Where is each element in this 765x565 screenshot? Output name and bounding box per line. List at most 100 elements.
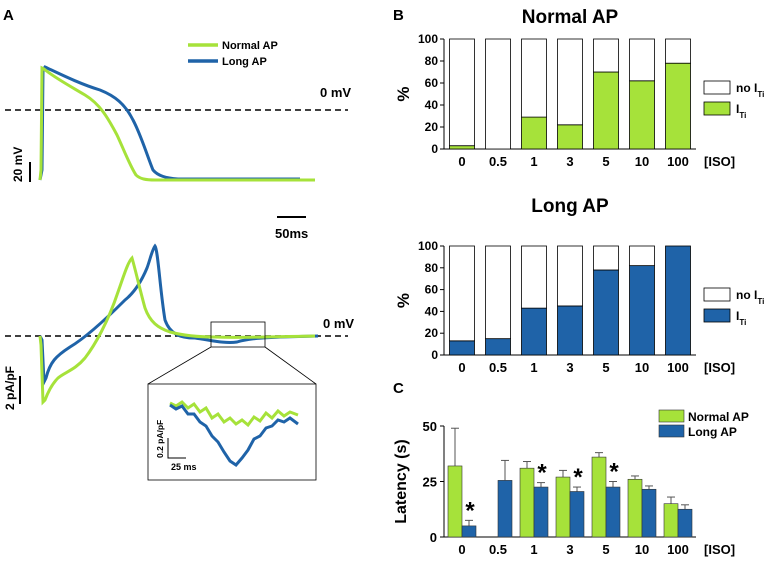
bar-no-iti [557,245,583,307]
zoom-connector-left [147,346,212,385]
significance-mark: * [573,464,583,491]
x-tick-label: 100 [667,542,689,557]
x-tick-label: 100 [667,154,689,169]
bar-normal-ap [591,456,607,538]
zoom-box [210,321,266,348]
panel-b-label: B [393,7,404,24]
legend-normal-label: Normal AP [222,40,278,52]
inset-scale-time-label: 25 ms [171,462,197,472]
bar-iti [593,71,619,150]
x-tick-label: 0.5 [489,542,507,557]
x-tick-label: 10 [635,542,649,557]
bar-no-iti [449,245,475,342]
y-axis-label: % [394,86,413,101]
bar-normal-ap [663,503,679,538]
bar-iti [557,305,583,356]
x-tick-label: 0.5 [489,154,507,169]
x-tick-label: 1 [530,154,537,169]
bar-iti [593,269,619,356]
chart-title: Long AP [531,196,609,217]
chart-title: Normal AP [522,7,619,28]
legend-no-iti-swatch [703,80,731,95]
bar-normal-ap [555,476,571,538]
bar-long-ap [677,508,693,538]
legend-no-iti-label: no ITi [736,81,764,99]
x-tick-label: 0 [458,360,465,375]
inset-scale-bars [167,438,186,459]
y-tick-label: 0 [431,142,438,156]
legend-iti-swatch [703,308,731,323]
bar-no-iti [521,38,547,118]
bar-iti [557,124,583,150]
legend-long-ap-label: Long AP [688,425,737,439]
bar-long-ap [461,525,477,538]
x-tick-label: 10 [635,360,649,375]
bar-iti [665,62,691,150]
y-tick-label: 25 [423,475,437,490]
zoom-connector-right [264,346,317,385]
y-tick-label: 50 [423,419,437,434]
y-tick-label: 40 [425,98,439,112]
x-tick-label: 3 [566,154,573,169]
y-axis-label: % [394,293,413,308]
inset-normal-trace [169,400,299,428]
x-tick-label: 100 [667,360,689,375]
legend-subscript: Ti [757,90,764,99]
scale-time-label: 50ms [275,226,308,241]
x-tick-label: 1 [530,360,537,375]
inset-scale-current-label: 0.2 pA/pF [155,420,165,458]
legend-long-label: Long AP [222,56,267,68]
bar-long-ap [533,486,549,538]
normal-current-trace [38,255,316,406]
bar-no-iti [629,245,655,267]
bar-no-iti [485,245,511,340]
long-current-trace [38,243,319,388]
significance-mark: * [465,497,475,524]
normal-ap-chart: Normal AP% 0 20 40 60 80 100 0 0.5 1 3 5 10 100 [ISO] n… [394,7,764,169]
bar-long-ap [605,486,621,538]
legend-long-ap-swatch [658,424,685,438]
bar-no-iti [665,38,691,64]
x-axis-label: [ISO] [704,542,735,557]
long-ap-chart: Long AP% 0 20 40 60 80 100 0 0.5 1 3 5 10 100 [ISO] no … [394,196,764,375]
bar-no-iti [449,38,475,147]
x-tick-label: 0.5 [489,360,507,375]
bar-iti [521,307,547,356]
x-tick-label: 3 [566,360,573,375]
y-tick-label: 80 [425,261,439,275]
y-tick-label: 40 [425,304,439,318]
y-tick-label: 60 [425,76,439,90]
bar-iti [521,116,547,150]
x-tick-label: 5 [602,154,609,169]
y-tick-label: 0 [431,348,438,362]
long-ap-trace [38,65,300,181]
bar-no-iti [485,38,511,150]
x-tick-label: 3 [566,542,573,557]
x-tick-label: 0 [458,154,465,169]
scale-voltage-label: 20 mV [11,147,25,182]
significance-mark: * [609,459,619,486]
normal-ap-trace [38,65,315,182]
y-tick-label: 20 [425,326,439,340]
bar-no-iti [593,38,619,73]
bar-iti [665,245,691,356]
legend-subscript: Ti [757,297,764,306]
panel-a-label: A [3,7,14,24]
bar-iti [485,338,511,356]
y-tick-label: 60 [425,283,439,297]
bar-no-iti [557,38,583,126]
panel-c-label: C [393,380,404,397]
legend-subscript: Ti [739,111,746,120]
zero-mv-label-top: 0 mV [320,85,351,100]
y-tick-label: 20 [425,120,439,134]
y-tick-label: 0 [430,530,437,545]
legend-normal-ap-swatch [658,409,685,423]
bar-iti [629,80,655,150]
x-axis-label: [ISO] [704,360,735,375]
legend-normal-ap-label: Normal AP [688,410,749,424]
legend-iti-label: ITi [736,309,746,327]
bar-long-ap [497,480,513,538]
zero-mv-label-bottom: 0 mV [323,316,354,331]
legend-iti-label: ITi [736,102,746,120]
bar-normal-ap [447,465,463,538]
